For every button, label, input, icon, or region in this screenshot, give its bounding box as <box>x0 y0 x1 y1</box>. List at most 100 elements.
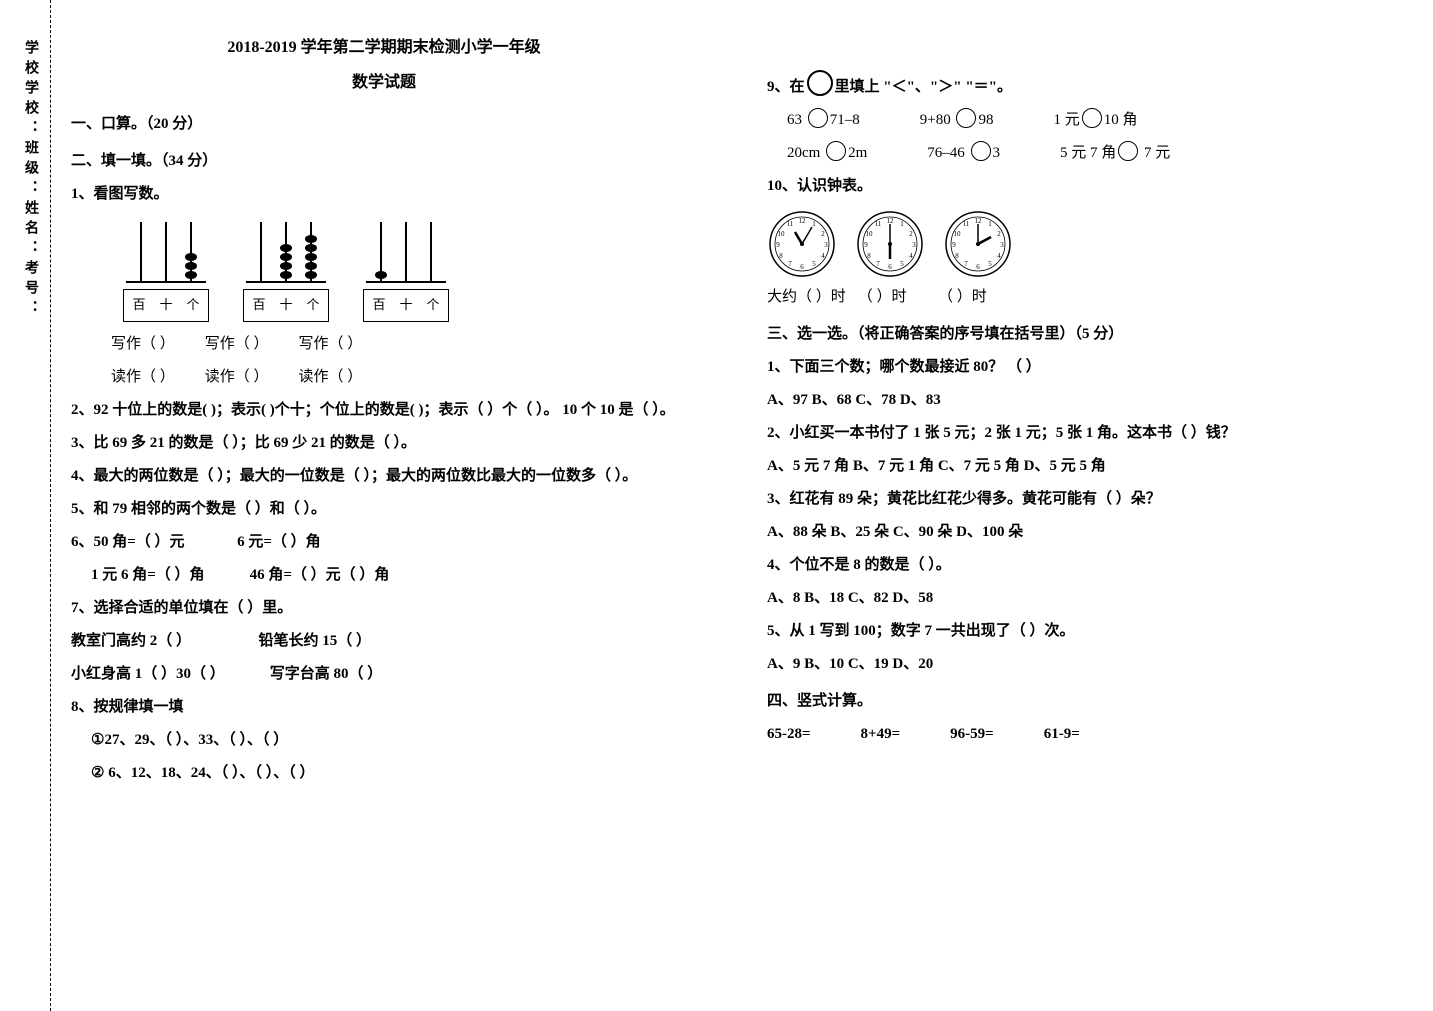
svg-text:10: 10 <box>954 230 962 238</box>
q6-row2: 1 元 6 角=（ ）角 46 角=（ ）元（ ）角 <box>91 559 697 592</box>
svg-text:2: 2 <box>997 230 1001 238</box>
svg-text:1: 1 <box>988 220 992 228</box>
svg-text:3: 3 <box>912 241 916 249</box>
s3q1: 1、下面三个数；哪个数最接近 80？ （ ） <box>767 351 1393 384</box>
q9-r1c-l: 1 元 <box>1053 112 1079 128</box>
svg-text:5: 5 <box>812 260 816 268</box>
q9-post: 里填上 "＜"、"＞" "＝"。 <box>835 79 1012 95</box>
read-3: 读作（ ） <box>299 361 363 394</box>
svg-text:1: 1 <box>812 220 816 228</box>
right-column: 9、在里填上 "＜"、"＞" "＝"。 63 71–8 9+80 98 1 元1… <box>767 30 1393 981</box>
q9-r2c: 5 元 7 角 7 元 <box>1060 137 1170 170</box>
svg-text:12: 12 <box>799 217 807 225</box>
svg-text:9: 9 <box>864 241 868 249</box>
place-bai: 百 <box>252 291 265 320</box>
q9-r2a: 20cm 2m <box>787 137 867 170</box>
q9-r1b-l: 9+80 <box>920 112 955 128</box>
s3q3: 3、红花有 89 朵；黄花比红花少得多。黄花可能有（ ）朵？ <box>767 483 1393 516</box>
s3q1-options: A、97 B、68 C、78 D、83 <box>767 384 1393 417</box>
svg-text:6: 6 <box>976 263 980 271</box>
abacus-2: 百 十 个 <box>241 217 331 322</box>
compare-circle-icon <box>971 141 991 161</box>
svg-text:11: 11 <box>875 220 882 228</box>
binding-label: 学校学校：班级：姓名：考号： <box>0 0 51 1011</box>
q7-row2: 小红身高 1（ ）30（ ） 写字台高 80（ ） <box>71 658 697 691</box>
q6c: 1 元 6 角=（ ）角 <box>91 567 205 583</box>
q9-r2c-r: 7 元 <box>1140 145 1170 161</box>
q9-r1b: 9+80 98 <box>920 104 994 137</box>
svg-text:10: 10 <box>778 230 786 238</box>
q6a: 6、50 角=（ ）元 <box>71 534 185 550</box>
svg-text:4: 4 <box>821 252 825 260</box>
svg-text:8: 8 <box>867 252 871 260</box>
s3q4: 4、个位不是 8 的数是（ ）。 <box>767 549 1393 582</box>
compare-circle-icon <box>956 108 976 128</box>
s3q5: 5、从 1 写到 100；数字 7 一共出现了（ ）次。 <box>767 615 1393 648</box>
compare-circle-icon <box>826 141 846 161</box>
s3q3-options: A、88 朵 B、25 朵 C、90 朵 D、100 朵 <box>767 516 1393 549</box>
exam-title: 2018-2019 学年第二学期期末检测小学一年级 <box>71 30 697 65</box>
q6b: 6 元=（ ）角 <box>237 534 321 550</box>
place-shi: 十 <box>279 291 292 320</box>
q6d: 46 角=（ ）元（ ）角 <box>250 567 390 583</box>
q6-row1: 6、50 角=（ ）元 6 元=（ ）角 <box>71 526 697 559</box>
q9-r1c: 1 元10 角 <box>1053 104 1137 137</box>
svg-text:8: 8 <box>955 252 959 260</box>
svg-text:3: 3 <box>824 241 828 249</box>
q9-label: 9、在里填上 "＜"、"＞" "＝"。 <box>767 70 1393 104</box>
q9-r1a-l: 63 <box>787 112 806 128</box>
s4b: 8+49= <box>861 718 901 751</box>
section-1-heading: 一、口算。（20 分） <box>71 108 697 141</box>
svg-text:6: 6 <box>888 263 892 271</box>
q9-r2a-r: 2m <box>848 145 867 161</box>
s3q5-options: A、9 B、10 C、19 D、20 <box>767 648 1393 681</box>
q7a: 教室门高约 2（ ） <box>71 633 191 649</box>
clock-2-caption: （ ）时 <box>858 281 907 314</box>
clock-3-icon: 1212 345 678 91011 <box>943 209 1013 279</box>
svg-text:12: 12 <box>975 217 983 225</box>
q7b: 铅笔长约 15（ ） <box>259 633 372 649</box>
s3q2-options: A、5 元 7 角 B、7 元 1 角 C、7 元 5 角 D、5 元 5 角 <box>767 450 1393 483</box>
q8-line1: ①27、29、（ ）、33、（ ）、（ ） <box>91 724 697 757</box>
place-bai: 百 <box>372 291 385 320</box>
compare-circle-icon <box>808 108 828 128</box>
q9-r1a-r: 71–8 <box>830 112 860 128</box>
abacus-2-svg <box>241 217 331 287</box>
abacus-1-svg <box>121 217 211 287</box>
clock-1-caption: 大约（ ）时 <box>767 281 846 314</box>
compare-circle-icon <box>1118 141 1138 161</box>
svg-text:9: 9 <box>776 241 780 249</box>
s4a: 65-28= <box>767 718 811 751</box>
svg-text:2: 2 <box>821 230 825 238</box>
place-shi: 十 <box>159 291 172 320</box>
abacus-3-svg <box>361 217 451 287</box>
q5: 5、和 79 相邻的两个数是（ ）和（ ）。 <box>71 493 697 526</box>
svg-text:4: 4 <box>909 252 913 260</box>
write-3: 写作（ ） <box>299 328 363 361</box>
exam-subtitle: 数学试题 <box>71 65 697 100</box>
place-bai: 百 <box>132 291 145 320</box>
section-4-heading: 四、竖式计算。 <box>767 685 1393 718</box>
s4c: 96-59= <box>950 718 994 751</box>
q9-r2b-l: 76–46 <box>927 145 968 161</box>
s3q2: 2、小红买一本书付了 1 张 5 元；2 张 1 元；5 张 1 角。这本书（ … <box>767 417 1393 450</box>
s4d: 61-9= <box>1044 718 1080 751</box>
q7d: 写字台高 80（ ） <box>270 666 383 682</box>
read-row: 读作（ ） 读作（ ） 读作（ ） <box>111 361 697 394</box>
q9-r2a-l: 20cm <box>787 145 824 161</box>
q9-r2b: 76–46 3 <box>927 137 1000 170</box>
section-3-heading: 三、选一选。（将正确答案的序号填在括号里）（5 分） <box>767 318 1393 351</box>
abacus-row: 百 十 个 <box>121 217 697 322</box>
q7c: 小红身高 1（ ）30（ ） <box>71 666 225 682</box>
place-shi: 十 <box>399 291 412 320</box>
big-circle-icon <box>807 70 833 96</box>
q4: 4、最大的两位数是（ ）；最大的一位数是（ ）；最大的两位数比最大的一位数多（ … <box>71 460 697 493</box>
q9-r2b-r: 3 <box>993 145 1001 161</box>
left-column: 2018-2019 学年第二学期期末检测小学一年级 数学试题 一、口算。（20 … <box>71 30 697 981</box>
q10-label: 10、认识钟表。 <box>767 170 1393 203</box>
q8-line2: ② 6、12、18、24、（ ）、（ ）、（ ） <box>91 757 697 790</box>
write-row: 写作（ ） 写作（ ） 写作（ ） <box>111 328 697 361</box>
clock-2-icon: 1212 345 678 91011 <box>855 209 925 279</box>
svg-text:10: 10 <box>866 230 874 238</box>
s3q4-options: A、8 B、18 C、82 D、58 <box>767 582 1393 615</box>
